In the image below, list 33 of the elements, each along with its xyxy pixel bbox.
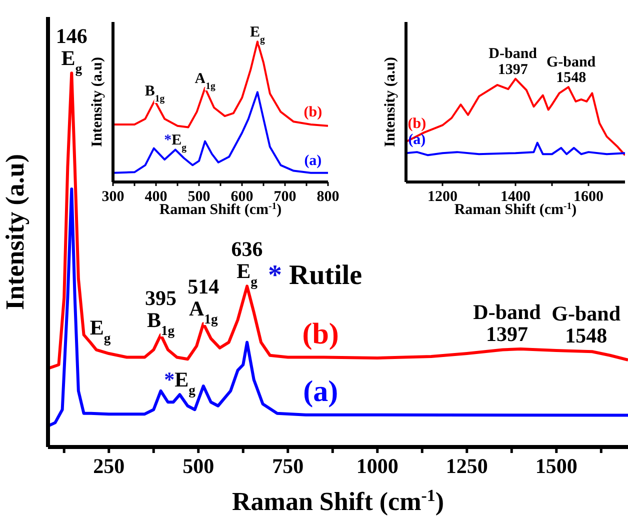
series-label: (a): [408, 132, 426, 148]
annotation: D-band 1397: [473, 300, 542, 346]
annotation: 395 B$_{1g}$: [145, 286, 177, 338]
annotation: G-band 1548: [552, 301, 621, 348]
annotation: G-band 1548: [546, 54, 596, 86]
annotation: 636 E$_{g}$: [231, 237, 263, 290]
y-axis-title: Intensity (a.u): [90, 56, 106, 148]
x-tick-label: 250: [93, 454, 125, 478]
x-tick-label: 300: [102, 188, 124, 205]
x-tick-label: 1250: [446, 454, 488, 478]
y-axis-title: Intensity (a.u): [0, 154, 30, 310]
y-axis-title: Intensity (a.u): [382, 56, 398, 148]
annotation: 146 E$_{g}$: [56, 24, 88, 77]
x-tick-label: 750: [272, 454, 304, 478]
annotation: E$_{g}$: [90, 315, 111, 346]
annotation: D-band 1397: [488, 46, 538, 78]
series-label: (a): [304, 152, 322, 169]
x-tick-label: 500: [182, 454, 214, 478]
annotation: B$_{1g}$: [144, 84, 165, 104]
annotation: A$_{1g}$: [194, 70, 216, 92]
x-tick-label: 1000: [356, 454, 398, 478]
x-axis-title: Raman Shift (cm$^{-1}$): [232, 486, 444, 516]
series-label: (a): [303, 374, 338, 408]
series-label: (b): [304, 104, 322, 121]
annotation: E$_{g}$: [250, 24, 266, 46]
series-label: (b): [408, 116, 426, 132]
series-label: (b): [302, 317, 339, 350]
x-tick-label: 800: [316, 188, 340, 205]
annotation: 514 A$_{1g}$: [188, 274, 220, 328]
x-tick-label: 1500: [535, 454, 578, 478]
annotation: *E$_{g}$: [164, 368, 196, 398]
annotation: * Rutile: [268, 260, 362, 291]
annotation: *E$_{g}$: [164, 132, 187, 154]
